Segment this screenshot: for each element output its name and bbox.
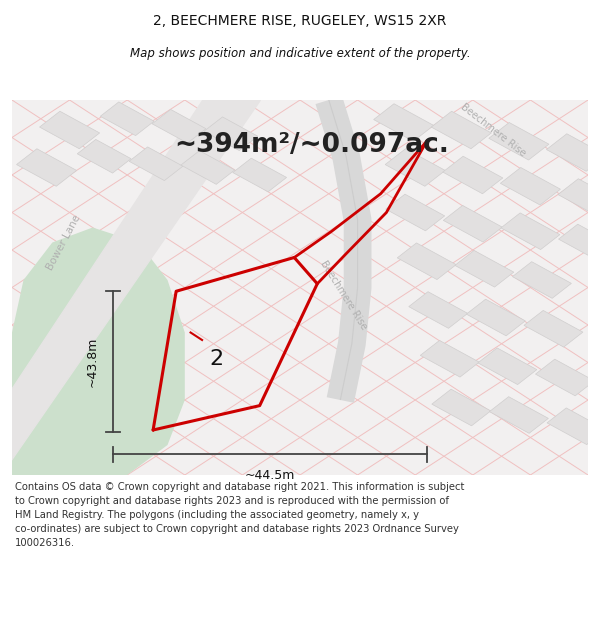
Polygon shape [500,168,560,205]
Text: Beechmere Rise: Beechmere Rise [458,102,527,158]
Polygon shape [431,111,491,149]
Polygon shape [443,156,503,194]
Polygon shape [12,228,185,475]
Text: 2: 2 [209,349,224,369]
Polygon shape [478,348,537,384]
Text: Contains OS data © Crown copyright and database right 2021. This information is : Contains OS data © Crown copyright and d… [15,482,464,549]
Polygon shape [455,251,514,287]
Polygon shape [489,122,549,160]
Polygon shape [524,311,583,347]
Polygon shape [490,397,548,433]
Text: ~43.8m: ~43.8m [85,336,98,387]
Text: ~44.5m: ~44.5m [245,469,295,482]
Polygon shape [409,292,468,328]
Polygon shape [100,102,154,136]
Polygon shape [559,224,600,261]
Polygon shape [558,179,600,216]
Polygon shape [374,104,434,141]
Polygon shape [512,262,571,298]
Polygon shape [385,149,445,186]
Polygon shape [420,341,479,377]
Polygon shape [17,149,77,186]
Polygon shape [466,299,526,336]
Polygon shape [432,389,491,426]
Polygon shape [181,151,235,184]
Polygon shape [547,134,600,171]
Polygon shape [152,109,206,143]
Polygon shape [233,158,287,192]
Polygon shape [129,147,183,181]
Text: Map shows position and indicative extent of the property.: Map shows position and indicative extent… [130,48,470,61]
Polygon shape [40,111,100,149]
Polygon shape [397,243,456,279]
Text: ~394m²/~0.097ac.: ~394m²/~0.097ac. [174,132,449,158]
Text: Beechmere Rise: Beechmere Rise [318,259,368,331]
Text: 2, BEECHMERE RISE, RUGELEY, WS15 2XR: 2, BEECHMERE RISE, RUGELEY, WS15 2XR [154,14,446,28]
Polygon shape [501,213,560,249]
Polygon shape [443,206,502,242]
Polygon shape [535,359,595,396]
Text: Bower Lane: Bower Lane [45,213,83,272]
Polygon shape [204,117,258,151]
Polygon shape [547,408,600,444]
Polygon shape [77,139,131,173]
Polygon shape [386,194,445,231]
